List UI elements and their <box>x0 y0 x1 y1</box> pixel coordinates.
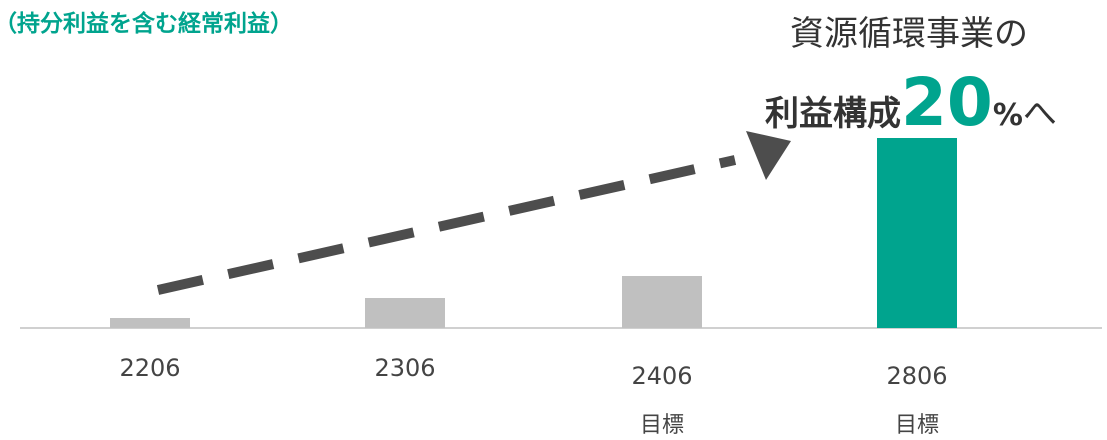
x-tick-label-2306: 2306 <box>374 354 435 382</box>
callout-suffix: へ <box>1022 94 1057 134</box>
chart-subtitle: （持分利益を含む経常利益） <box>0 11 293 37</box>
callout-number: 20 <box>901 64 993 141</box>
x-tick-label-2806: 2806 <box>886 362 947 390</box>
bars-group <box>110 138 957 328</box>
x-tick-sublabel-2806: 目標 <box>895 413 939 438</box>
trend-arrow-line <box>156 155 737 295</box>
callout-percent: % <box>992 98 1023 133</box>
callout-line-2: 利益構成20%へ <box>765 70 1057 136</box>
tick-labels-group: 2206 2306 2406 目標 2806 目標 <box>119 354 947 438</box>
bar-2306 <box>365 298 445 328</box>
callout-line-1: 資源循環事業の <box>790 14 1028 54</box>
bar-2406 <box>622 276 702 328</box>
trend-arrow <box>156 131 791 295</box>
x-tick-label-2206: 2206 <box>119 354 180 382</box>
x-tick-label-2406: 2406 <box>631 362 692 390</box>
bar-2806 <box>877 138 957 328</box>
x-tick-sublabel-2406: 目標 <box>640 413 684 438</box>
callout-prefix: 利益構成 <box>765 94 901 134</box>
bar-2206 <box>110 318 190 328</box>
trend-arrow-head <box>746 131 791 180</box>
